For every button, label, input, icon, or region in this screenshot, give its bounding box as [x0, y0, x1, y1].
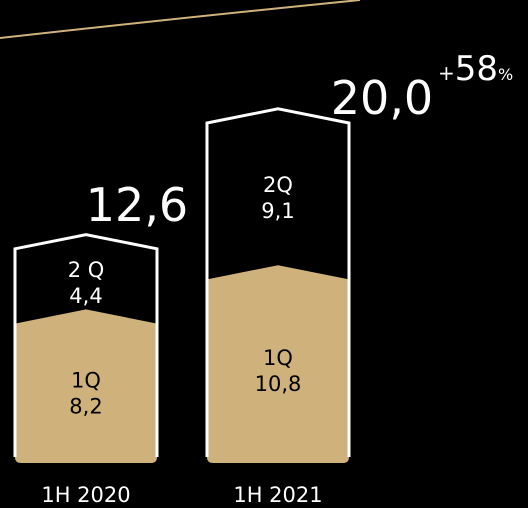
- growth-unit: %: [498, 65, 513, 84]
- growth-value: 58: [455, 49, 498, 89]
- bar-group-1h-2020: 2 Q 4,4 1Q 8,2 12,6 1H 2020: [13, 178, 188, 507]
- data-label-1h-2020-1q: 8,2: [69, 394, 102, 418]
- total-label-1h-2021: 20,0: [331, 71, 433, 125]
- growth-sign: +: [438, 61, 455, 85]
- data-label-1h-2021-2q: 9,1: [261, 199, 294, 223]
- category-label-1h-2021: 1H 2021: [233, 483, 322, 507]
- growth-label: +58%: [438, 49, 513, 89]
- bar-1h-2020-outline: [13, 233, 159, 457]
- segment-tag-1h-2020-1q: 1Q: [71, 368, 101, 392]
- bar-1h-2020-1q-segment: [15, 309, 157, 463]
- segment-tag-1h-2020-2q: 2 Q: [68, 258, 105, 282]
- data-label-1h-2021-1q: 10,8: [255, 372, 302, 396]
- top-accent-line: [0, 0, 361, 39]
- data-label-1h-2020-2q: 4,4: [69, 284, 102, 308]
- bar-1h-2021-outline: [205, 107, 351, 457]
- category-label-1h-2020: 1H 2020: [41, 483, 130, 507]
- bar-group-1h-2021: 2Q 9,1 1Q 10,8 20,0 1H 2021: [205, 71, 433, 507]
- segment-tag-1h-2021-2q: 2Q: [263, 173, 293, 197]
- segment-tag-1h-2021-1q: 1Q: [263, 346, 293, 370]
- bar-1h-2021-1q-segment: [207, 265, 349, 463]
- total-label-1h-2020: 12,6: [86, 178, 188, 232]
